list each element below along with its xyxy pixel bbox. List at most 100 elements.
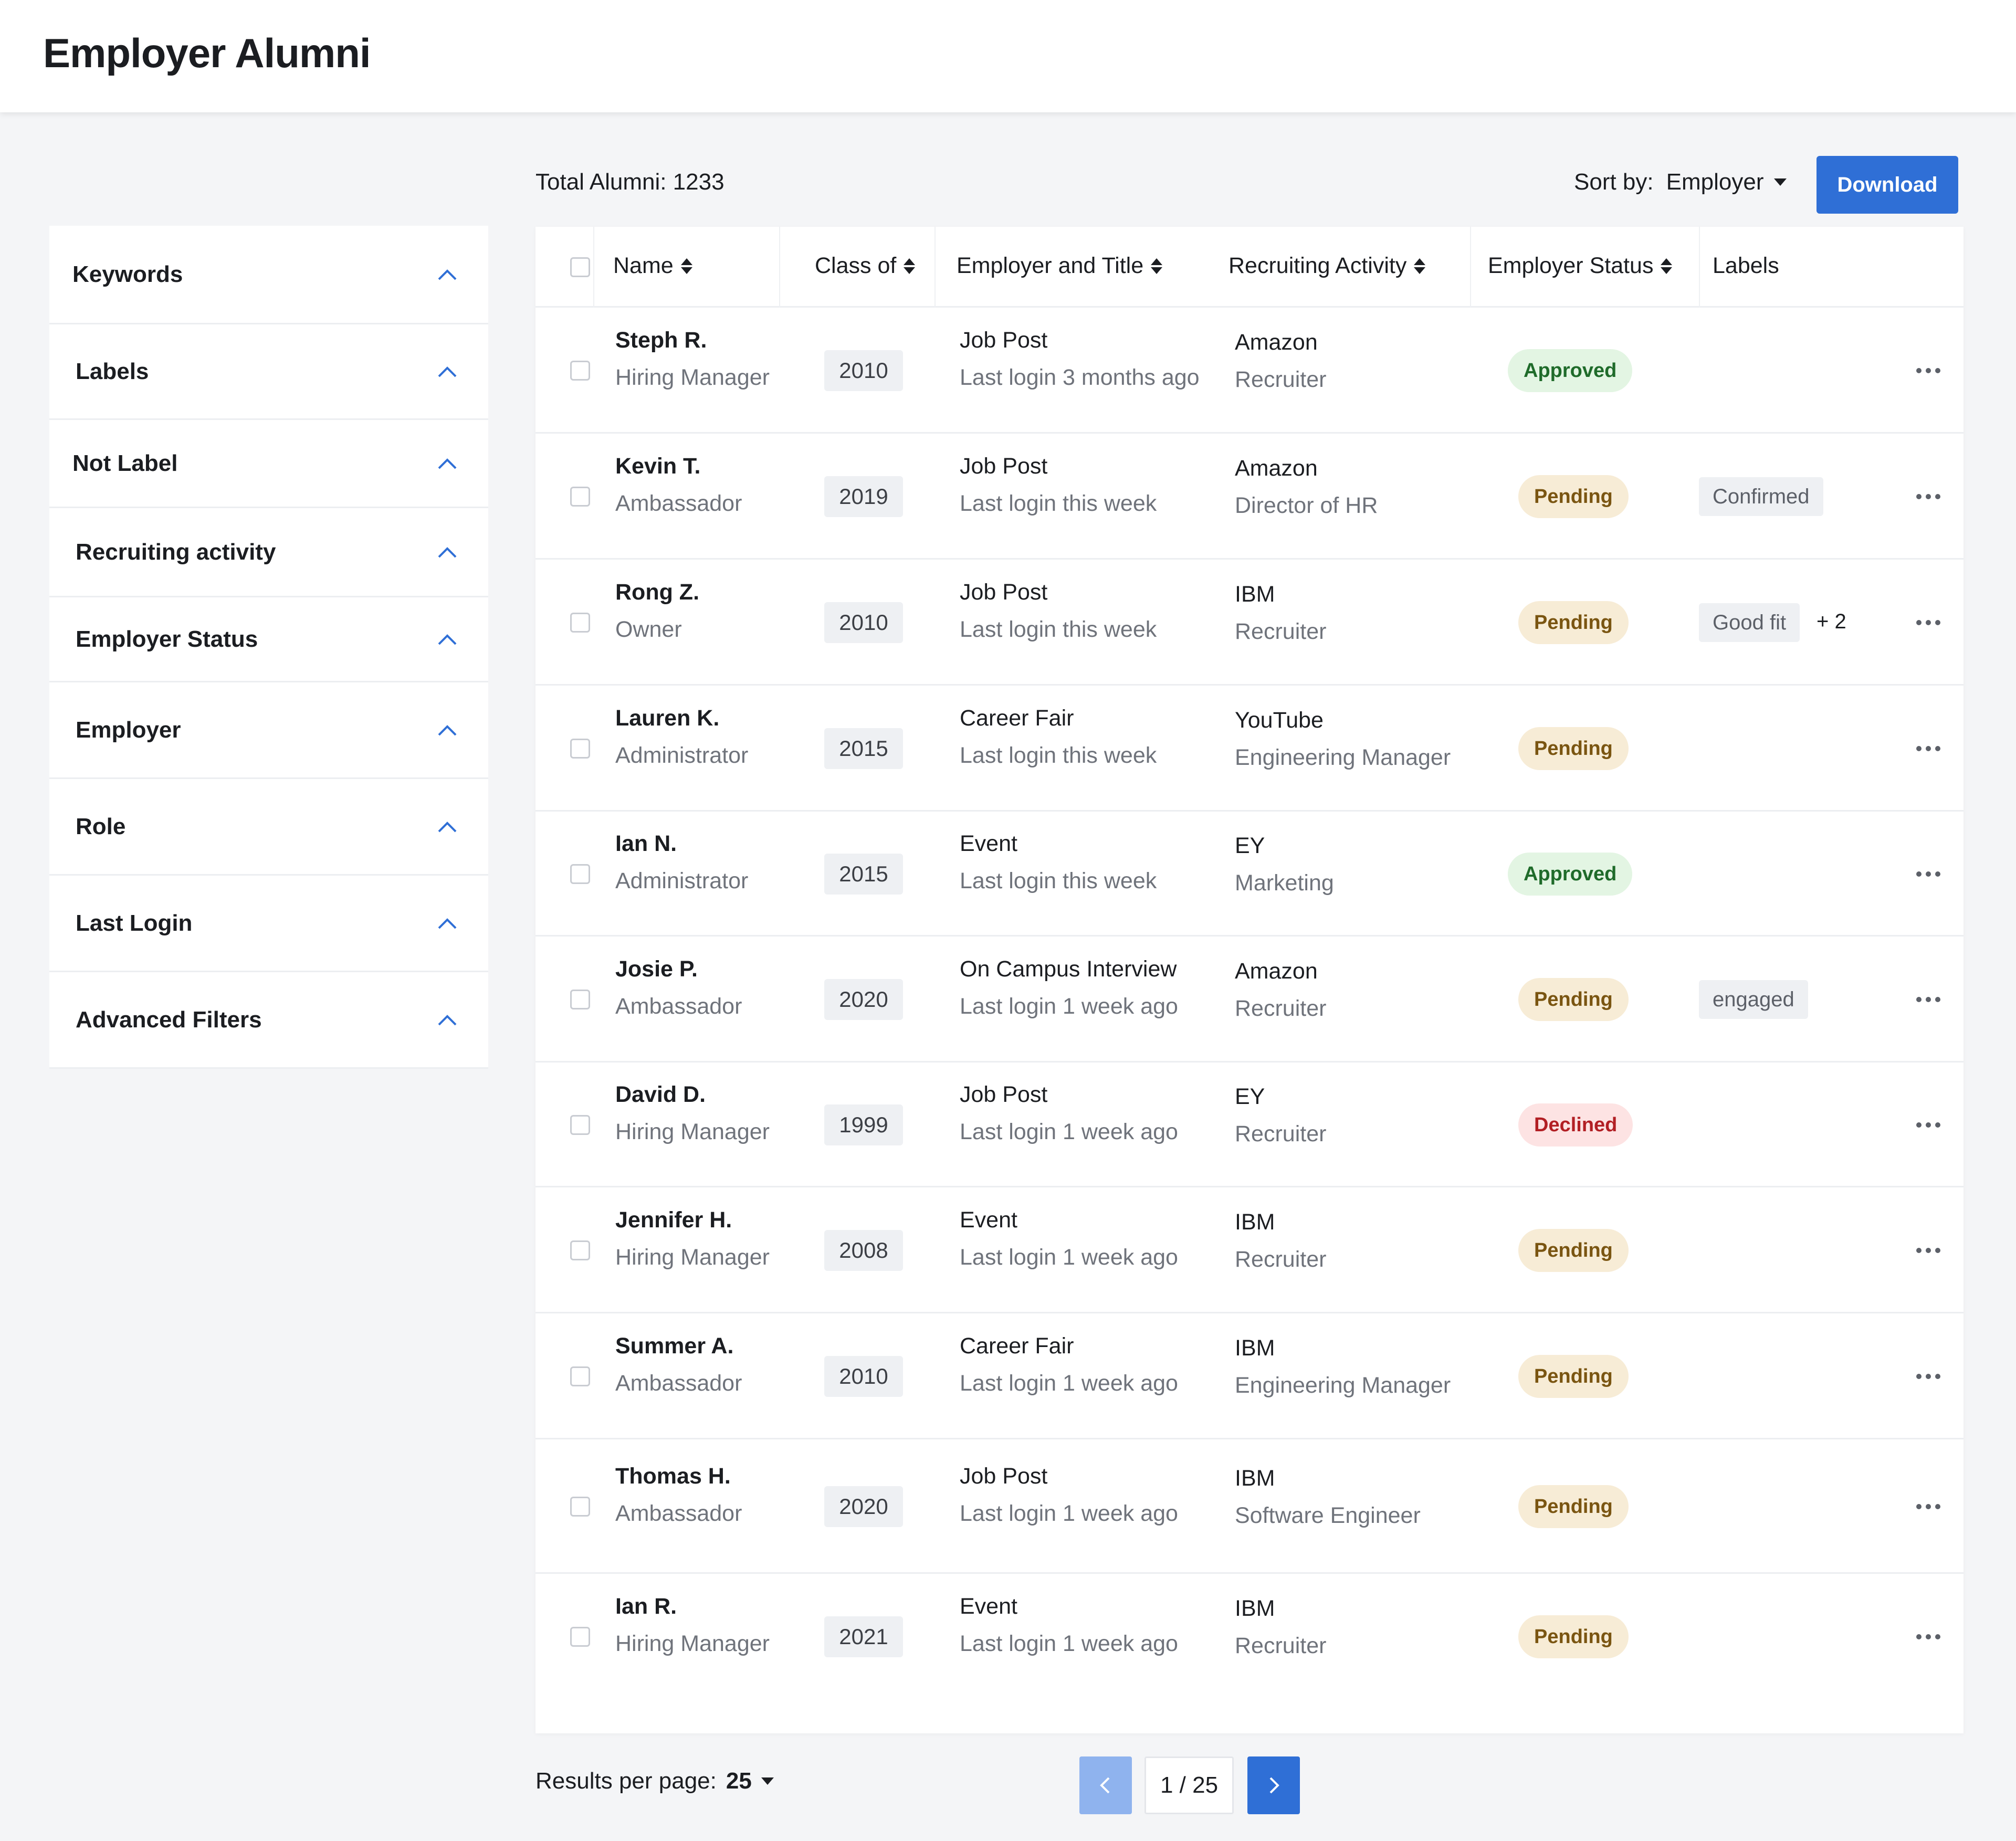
chevron-up-icon[interactable] <box>437 917 458 930</box>
employer-name: Amazon <box>1235 330 1318 355</box>
employer-title-cell: Amazon Recruiter <box>1235 959 1326 1022</box>
page-indicator: 1 / 25 <box>1144 1756 1234 1814</box>
last-login: Last login 1 week ago <box>960 1631 1178 1656</box>
employer-title-cell: IBM Recruiter <box>1235 1209 1326 1272</box>
filter-label: Not Label <box>72 450 178 476</box>
more-horizontal-icon[interactable] <box>1916 1632 1948 1642</box>
sort-dropdown[interactable]: Employer <box>1666 169 1787 195</box>
activity-type: Event <box>960 831 1017 856</box>
more-horizontal-icon[interactable] <box>1916 1371 1948 1382</box>
row-checkbox[interactable] <box>570 990 590 1009</box>
recruiting-activity-cell: Career Fair Last login 1 week ago <box>960 1333 1178 1396</box>
chevron-up-icon[interactable] <box>437 1013 458 1027</box>
filter-label: Labels <box>76 358 149 384</box>
chevron-up-icon[interactable] <box>437 457 458 470</box>
next-page-button[interactable] <box>1247 1756 1300 1814</box>
alumni-name[interactable]: David D. <box>615 1082 706 1107</box>
chevron-up-icon[interactable] <box>437 633 458 646</box>
last-login: Last login this week <box>960 617 1157 642</box>
select-all-checkbox[interactable] <box>570 257 590 277</box>
alumni-name[interactable]: Ian N. <box>615 831 677 856</box>
alumni-name[interactable]: Ian R. <box>615 1594 677 1619</box>
row-checkbox[interactable] <box>570 487 590 507</box>
alumni-name[interactable]: Summer A. <box>615 1333 734 1359</box>
column-header-labels: Labels <box>1713 253 1779 279</box>
employer-name: YouTube <box>1235 708 1324 733</box>
more-horizontal-icon[interactable] <box>1916 1120 1948 1130</box>
results-per-page-dropdown[interactable]: 25 <box>726 1768 774 1794</box>
chevron-up-icon[interactable] <box>437 545 458 559</box>
more-labels-count[interactable]: + 2 <box>1816 610 1846 633</box>
alumni-name[interactable]: Jennifer H. <box>615 1207 732 1233</box>
label-chip[interactable]: engaged <box>1699 980 1808 1019</box>
previous-page-button[interactable] <box>1079 1756 1132 1814</box>
filter-employer-status[interactable]: Employer Status <box>49 597 488 682</box>
last-login: Last login 3 months ago <box>960 365 1200 390</box>
alumni-name-cell: Jennifer H. Hiring Manager <box>615 1207 770 1270</box>
alumni-name[interactable]: Kevin T. <box>615 454 701 479</box>
class-year-chip: 2020 <box>824 979 903 1020</box>
more-horizontal-icon[interactable] <box>1916 1245 1948 1256</box>
alumni-name-cell: Summer A. Ambassador <box>615 1333 742 1396</box>
more-horizontal-icon[interactable] <box>1916 743 1948 754</box>
recruiting-activity-cell: Event Last login this week <box>960 831 1157 894</box>
row-checkbox[interactable] <box>570 864 590 884</box>
row-checkbox[interactable] <box>570 1497 590 1517</box>
alumni-name[interactable]: Josie P. <box>615 956 698 982</box>
filter-keywords[interactable]: Keywords <box>49 226 488 324</box>
row-checkbox[interactable] <box>570 1240 590 1260</box>
more-horizontal-icon[interactable] <box>1916 491 1948 502</box>
row-checkbox[interactable] <box>570 361 590 381</box>
filter-labels[interactable]: Labels <box>49 324 488 420</box>
column-header-employer-title[interactable]: Employer and Title <box>957 253 1163 279</box>
label-chip[interactable]: Confirmed <box>1699 477 1823 516</box>
download-button[interactable]: Download <box>1816 156 1958 214</box>
alumni-role: Hiring Manager <box>615 1631 770 1656</box>
filter-recruiting-activity[interactable]: Recruiting activity <box>49 508 488 597</box>
column-header-name[interactable]: Name <box>613 253 692 279</box>
alumni-name-cell: Josie P. Ambassador <box>615 956 742 1019</box>
filter-advanced-filters[interactable]: Advanced Filters <box>49 972 488 1069</box>
filter-role[interactable]: Role <box>49 779 488 876</box>
alumni-name[interactable]: Lauren K. <box>615 706 720 731</box>
row-checkbox[interactable] <box>570 739 590 759</box>
employer-title-cell: EY Recruiter <box>1235 1084 1326 1147</box>
more-horizontal-icon[interactable] <box>1916 869 1948 879</box>
column-header-employer-status[interactable]: Employer Status <box>1488 253 1673 279</box>
filter-last-login[interactable]: Last Login <box>49 876 488 972</box>
filter-label: Employer Status <box>76 626 258 652</box>
activity-type: Career Fair <box>960 1333 1074 1359</box>
label-chip[interactable]: Good fit <box>1699 603 1800 642</box>
column-header-recruiting-activity[interactable]: Recruiting Activity <box>1228 253 1426 279</box>
more-horizontal-icon[interactable] <box>1916 994 1948 1005</box>
filter-employer[interactable]: Employer <box>49 682 488 779</box>
last-login: Last login 1 week ago <box>960 994 1178 1019</box>
filter-label: Last Login <box>76 910 193 936</box>
column-header-class-of[interactable]: Class of <box>815 253 916 279</box>
table-row: Lauren K. Administrator 2015 Career Fair Las… <box>536 686 1964 812</box>
chevron-up-icon[interactable] <box>437 365 458 378</box>
chevron-up-icon[interactable] <box>437 723 458 737</box>
sort-icon <box>1414 258 1426 274</box>
alumni-name[interactable]: Rong Z. <box>615 580 700 605</box>
alumni-name-cell: Kevin T. Ambassador <box>615 454 742 517</box>
alumni-name[interactable]: Steph R. <box>615 328 707 353</box>
more-horizontal-icon[interactable] <box>1916 617 1948 628</box>
job-title: Recruiter <box>1235 1633 1327 1658</box>
row-checkbox[interactable] <box>570 1627 590 1647</box>
alumni-name[interactable]: Thomas H. <box>615 1464 731 1489</box>
job-title: Recruiter <box>1235 1247 1327 1272</box>
sort-control: Sort by: Employer <box>1574 169 1787 195</box>
filter-not-label[interactable]: Not Label <box>49 420 488 508</box>
more-horizontal-icon[interactable] <box>1916 1501 1948 1512</box>
chevron-up-icon[interactable] <box>437 820 458 834</box>
alumni-name-cell: Ian N. Administrator <box>615 831 748 894</box>
more-horizontal-icon[interactable] <box>1916 365 1948 376</box>
row-checkbox[interactable] <box>570 613 590 633</box>
column-header-employer-status-label: Employer Status <box>1488 253 1654 278</box>
chevron-up-icon[interactable] <box>437 268 458 281</box>
row-checkbox[interactable] <box>570 1115 590 1135</box>
row-checkbox[interactable] <box>570 1366 590 1386</box>
table-header: Name Class of Employer and Title Recruit… <box>536 227 1964 308</box>
activity-type: On Campus Interview <box>960 956 1177 982</box>
